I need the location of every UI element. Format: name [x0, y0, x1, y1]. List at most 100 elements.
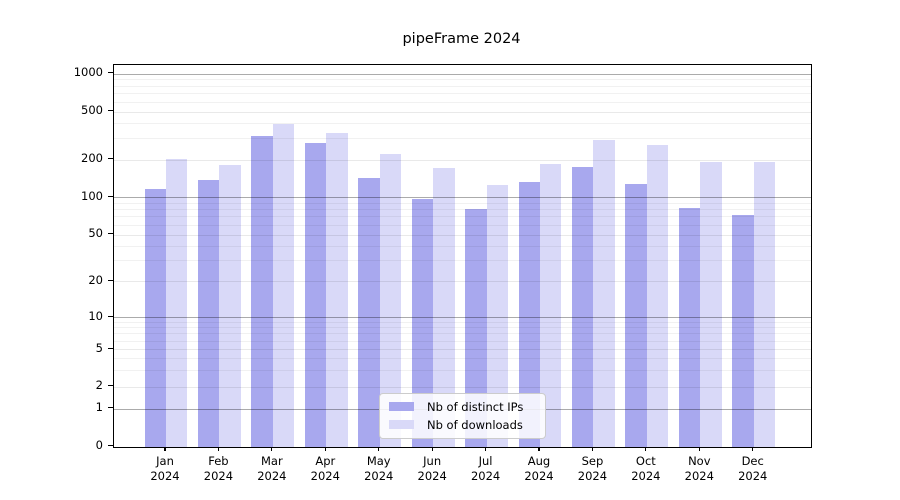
x-tick-year: 2024 [470, 468, 501, 483]
y-tick-mark [108, 385, 113, 387]
gridline-minor [114, 260, 811, 262]
x-tick-month: Jul [478, 453, 493, 468]
gridline-minor [114, 224, 811, 226]
bar-distinct-ips [732, 214, 754, 447]
x-tick-month: Mar [261, 453, 283, 468]
gridline-minor [114, 138, 811, 140]
legend-item-label: Nb of downloads [427, 417, 523, 432]
gridline-minor [114, 333, 811, 335]
x-tick-year: 2024 [684, 468, 714, 483]
y-tick-mark [108, 195, 113, 197]
x-tick-month: Jan [156, 453, 174, 468]
x-tick-label: Apr 2024 [293, 454, 357, 484]
x-tick-label: Feb 2024 [186, 454, 250, 484]
x-tick-year: 2024 [417, 468, 447, 483]
gridline-minor [114, 340, 811, 342]
legend-item: Nb of downloads [380, 417, 545, 432]
x-tick-mark [217, 446, 220, 451]
gridline-minor [114, 216, 811, 218]
bar-downloads [433, 168, 455, 447]
bar-downloads [646, 145, 669, 447]
x-tick-mark [164, 446, 166, 451]
gridline-minor [114, 79, 811, 81]
legend: Nb of distinct IPs Nb of downloads [379, 392, 546, 439]
x-tick-mark [591, 446, 594, 451]
x-tick-label: Dec 2024 [721, 454, 785, 484]
legend-item-label: Nb of distinct IPs [427, 399, 524, 414]
x-tick-label: Aug 2024 [507, 454, 571, 484]
plot-area: Nb of distinct IPs Nb of downloads [113, 63, 812, 448]
y-tick-mark [108, 407, 113, 409]
y-tick-mark [108, 445, 113, 447]
gridline-minor [114, 209, 811, 211]
x-tick-label: May 2024 [347, 454, 411, 484]
y-tick-label: 10 [88, 308, 103, 323]
gridline-1000 [114, 73, 811, 75]
x-tick-label: Mar 2024 [240, 454, 304, 484]
x-tick-month: Apr [315, 453, 336, 468]
x-tick-month: Aug [527, 453, 551, 468]
gridline-minor [114, 245, 811, 247]
legend-swatch-downloads [389, 419, 414, 430]
x-tick-label: Jan 2024 [133, 454, 197, 484]
y-tick-mark [108, 279, 113, 281]
x-tick-year: 2024 [738, 468, 768, 483]
y-tick-label: 100 [81, 188, 103, 203]
x-tick-month: Feb [208, 453, 229, 468]
gridline-200 [114, 159, 811, 161]
x-tick-mark [324, 446, 326, 451]
y-tick-label: 500 [81, 103, 103, 118]
x-tick-month: Jun [423, 453, 442, 468]
legend-item: Nb of distinct IPs [380, 399, 545, 414]
x-tick-mark [698, 446, 700, 451]
bar-distinct-ips [198, 179, 220, 447]
bar-distinct-ips [411, 198, 434, 447]
x-tick-year: 2024 [257, 468, 287, 483]
y-tick-mark [108, 315, 113, 317]
y-tick-mark [108, 110, 113, 112]
y-tick-mark [108, 158, 113, 160]
x-tick-month: May [366, 453, 391, 468]
x-tick-month: Sep [581, 453, 604, 468]
gridline-minor [114, 123, 811, 125]
y-tick-label: 50 [88, 226, 103, 240]
gridline-minor [114, 85, 811, 87]
y-tick-label: 5 [95, 340, 103, 355]
bar-downloads [486, 185, 508, 447]
bar-downloads [700, 161, 722, 447]
bar-distinct-ips [358, 178, 380, 447]
gridline-2 [114, 386, 811, 388]
x-tick-mark [484, 446, 487, 451]
x-tick-year: 2024 [631, 468, 661, 483]
x-tick-month: Dec [741, 453, 764, 468]
gridline-5 [114, 349, 811, 350]
bar-downloads [326, 133, 348, 447]
bar-downloads [753, 161, 776, 447]
bar-distinct-ips [625, 184, 647, 447]
y-tick-label: 1 [95, 400, 103, 415]
gridline-500 [114, 111, 811, 113]
x-tick-year: 2024 [524, 468, 554, 483]
bar-downloads [219, 164, 241, 447]
x-tick-mark [752, 446, 754, 451]
x-tick-year: 2024 [203, 468, 234, 483]
x-tick-year: 2024 [364, 468, 394, 483]
bar-distinct-ips [144, 189, 166, 447]
legend-swatch-distinct-ips [389, 401, 414, 412]
x-tick-label: Sep 2024 [560, 454, 624, 484]
x-tick-year: 2024 [310, 468, 340, 483]
x-tick-year: 2024 [150, 468, 180, 483]
gridline-100 [114, 197, 811, 198]
gridline-10 [114, 317, 811, 318]
bar-downloads [593, 139, 615, 447]
bar-distinct-ips [678, 207, 701, 447]
x-tick-label: Jun 2024 [400, 454, 464, 484]
y-tick-mark [108, 72, 113, 74]
x-tick-label: Nov 2024 [667, 454, 731, 484]
bar-downloads [166, 158, 188, 447]
x-tick-month: Nov [688, 453, 711, 468]
y-tick-label: 1000 [73, 65, 103, 80]
x-tick-mark [431, 446, 433, 451]
bar-distinct-ips [518, 182, 540, 447]
bar-downloads [272, 123, 295, 447]
